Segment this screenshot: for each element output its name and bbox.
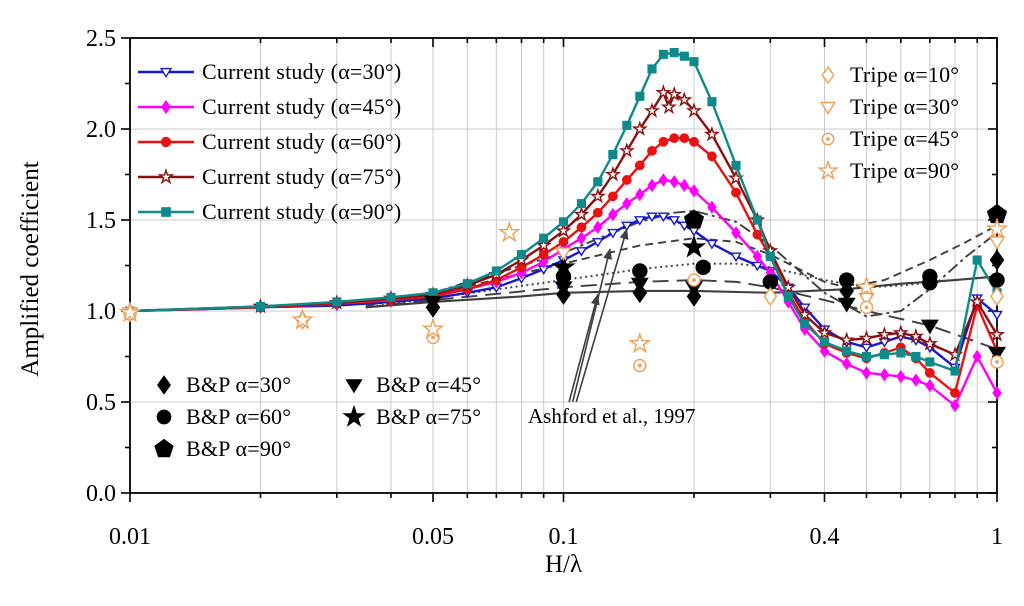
tripe-30-marker-icon [819, 101, 837, 115]
current-75-marker-icon [138, 167, 194, 184]
y-axis-label: Amplified coefficient [17, 161, 44, 377]
legend-current-study: Current study (α=30°) Current study (α=4… [136, 54, 401, 229]
legend-label: B&P α=75° [376, 404, 482, 429]
legend-item-bp-60: B&P α=60° [152, 401, 342, 433]
svg-text:1.0: 1.0 [86, 299, 116, 325]
legend-item-current-45: Current study (α=45°) [136, 89, 401, 124]
bp-60-marker-icon [156, 409, 172, 425]
bp-45-marker-icon [345, 379, 363, 394]
legend-item-tripe-30: Tripe α=30° [816, 91, 959, 123]
svg-text:0.05: 0.05 [412, 524, 454, 550]
legend-label: Tripe α=90° [850, 158, 960, 183]
legend-item-tripe-10: Tripe α=10° [816, 59, 959, 91]
legend-label: Tripe α=30° [850, 94, 960, 119]
tripe-10-marker-icon [821, 65, 835, 85]
current-45-marker-icon [138, 99, 194, 114]
legend-label: Current study (α=30°) [202, 58, 402, 84]
svg-text:0.1: 0.1 [549, 524, 579, 550]
svg-text:0.5: 0.5 [86, 390, 116, 416]
legend-label: B&P α=60° [186, 404, 292, 429]
legend-bp: B&P α=30° B&P α=45° B&P α=60° B&P α=75° … [152, 369, 481, 465]
legend-item-current-90: Current study (α=90°) [136, 194, 401, 229]
bp-30-marker-icon [157, 375, 171, 395]
svg-text:2.0: 2.0 [86, 117, 116, 143]
legend-tripe: Tripe α=10° Tripe α=30° Tripe α=45° Trip… [816, 59, 959, 187]
legend-label: Current study (α=75°) [202, 163, 402, 189]
legend-item-bp-75: B&P α=75° [342, 401, 481, 433]
legend-label: Tripe α=45° [850, 126, 960, 151]
legend-label: B&P α=45° [376, 372, 482, 397]
tripe-90-marker-icon [817, 159, 839, 181]
legend-item-current-60: Current study (α=60°) [136, 124, 401, 159]
current-30-marker-icon [138, 67, 194, 78]
bp-75-marker-icon [342, 405, 366, 427]
svg-text:1.5: 1.5 [86, 208, 116, 234]
annotation-ashford: Ashford et al., 1997 [528, 404, 696, 428]
bp-90-marker-icon [154, 438, 174, 458]
legend-item-bp-30: B&P α=30° [152, 369, 342, 401]
x-axis-label: H/λ [544, 551, 583, 578]
svg-text:0.4: 0.4 [809, 524, 839, 550]
legend-item-bp-45: B&P α=45° [342, 369, 481, 401]
legend-item-current-75: Current study (α=75°) [136, 159, 401, 194]
svg-text:2.5: 2.5 [86, 26, 116, 52]
legend-label: B&P α=30° [186, 372, 292, 397]
svg-text:0.01: 0.01 [109, 524, 151, 550]
current-60-marker-icon [138, 136, 194, 147]
legend-label: Tripe α=10° [850, 62, 960, 87]
legend-label: B&P α=90° [186, 436, 292, 461]
legend-item-tripe-90: Tripe α=90° [816, 155, 959, 187]
legend-label: Current study (α=45°) [202, 93, 402, 119]
tripe-45-marker-icon [821, 132, 835, 146]
current-90-marker-icon [138, 206, 194, 217]
legend-label: Current study (α=60°) [202, 128, 402, 154]
legend-item-current-30: Current study (α=30°) [136, 54, 401, 89]
legend-label: Current study (α=90°) [202, 198, 402, 224]
legend-item-tripe-45: Tripe α=45° [816, 123, 959, 155]
legend-item-bp-90: B&P α=90° [152, 433, 342, 465]
svg-text:1: 1 [991, 524, 1003, 550]
svg-text:0.0: 0.0 [86, 481, 116, 507]
